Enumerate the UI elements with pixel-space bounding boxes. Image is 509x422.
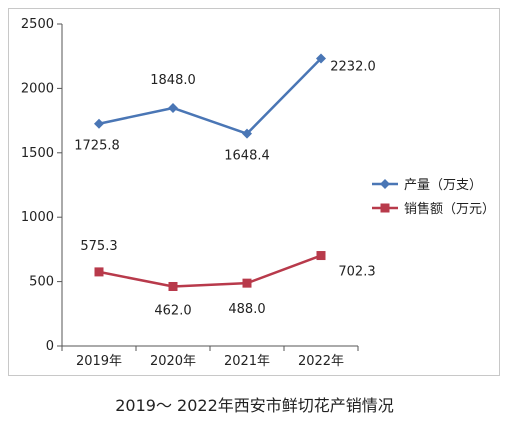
legend-swatch-marker bbox=[380, 203, 390, 213]
series-line bbox=[98, 57, 322, 135]
data-label: 1725.8 bbox=[74, 139, 120, 154]
data-label: 1648.4 bbox=[224, 149, 270, 164]
y-tick-label: 1500 bbox=[21, 146, 54, 161]
data-point bbox=[242, 128, 252, 139]
data-point bbox=[94, 267, 104, 277]
legend-label: 产量（万支） bbox=[404, 178, 482, 193]
data-point bbox=[242, 278, 252, 288]
chart-frame bbox=[8, 8, 500, 376]
chart-caption: 2019～ 2022年西安市鲜切花产销情况 bbox=[115, 396, 394, 415]
legend-swatch-marker bbox=[380, 179, 390, 189]
data-label: 575.3 bbox=[80, 239, 117, 254]
legend-label: 销售额（万元） bbox=[404, 201, 495, 217]
data-label: 462.0 bbox=[154, 303, 191, 318]
data-label: 2232.0 bbox=[330, 60, 376, 75]
y-tick-label: 0 bbox=[46, 339, 54, 354]
data-point bbox=[168, 102, 178, 113]
y-tick-label: 500 bbox=[29, 275, 54, 290]
data-point bbox=[316, 251, 326, 261]
data-label: 488.0 bbox=[228, 302, 265, 317]
data-label: 702.3 bbox=[338, 265, 375, 280]
data-point bbox=[168, 281, 178, 291]
x-tick-label: 2020年 bbox=[150, 354, 196, 369]
y-tick-label: 2500 bbox=[21, 17, 54, 32]
x-tick-label: 2021年 bbox=[224, 354, 270, 369]
x-tick-label: 2019年 bbox=[76, 354, 122, 369]
data-label: 1848.0 bbox=[150, 73, 196, 88]
series-line bbox=[98, 254, 322, 288]
x-tick-label: 2022年 bbox=[298, 354, 344, 369]
y-tick-label: 2000 bbox=[21, 81, 54, 96]
y-tick-label: 1000 bbox=[21, 210, 54, 225]
data-point bbox=[94, 118, 104, 129]
data-point bbox=[316, 53, 326, 64]
